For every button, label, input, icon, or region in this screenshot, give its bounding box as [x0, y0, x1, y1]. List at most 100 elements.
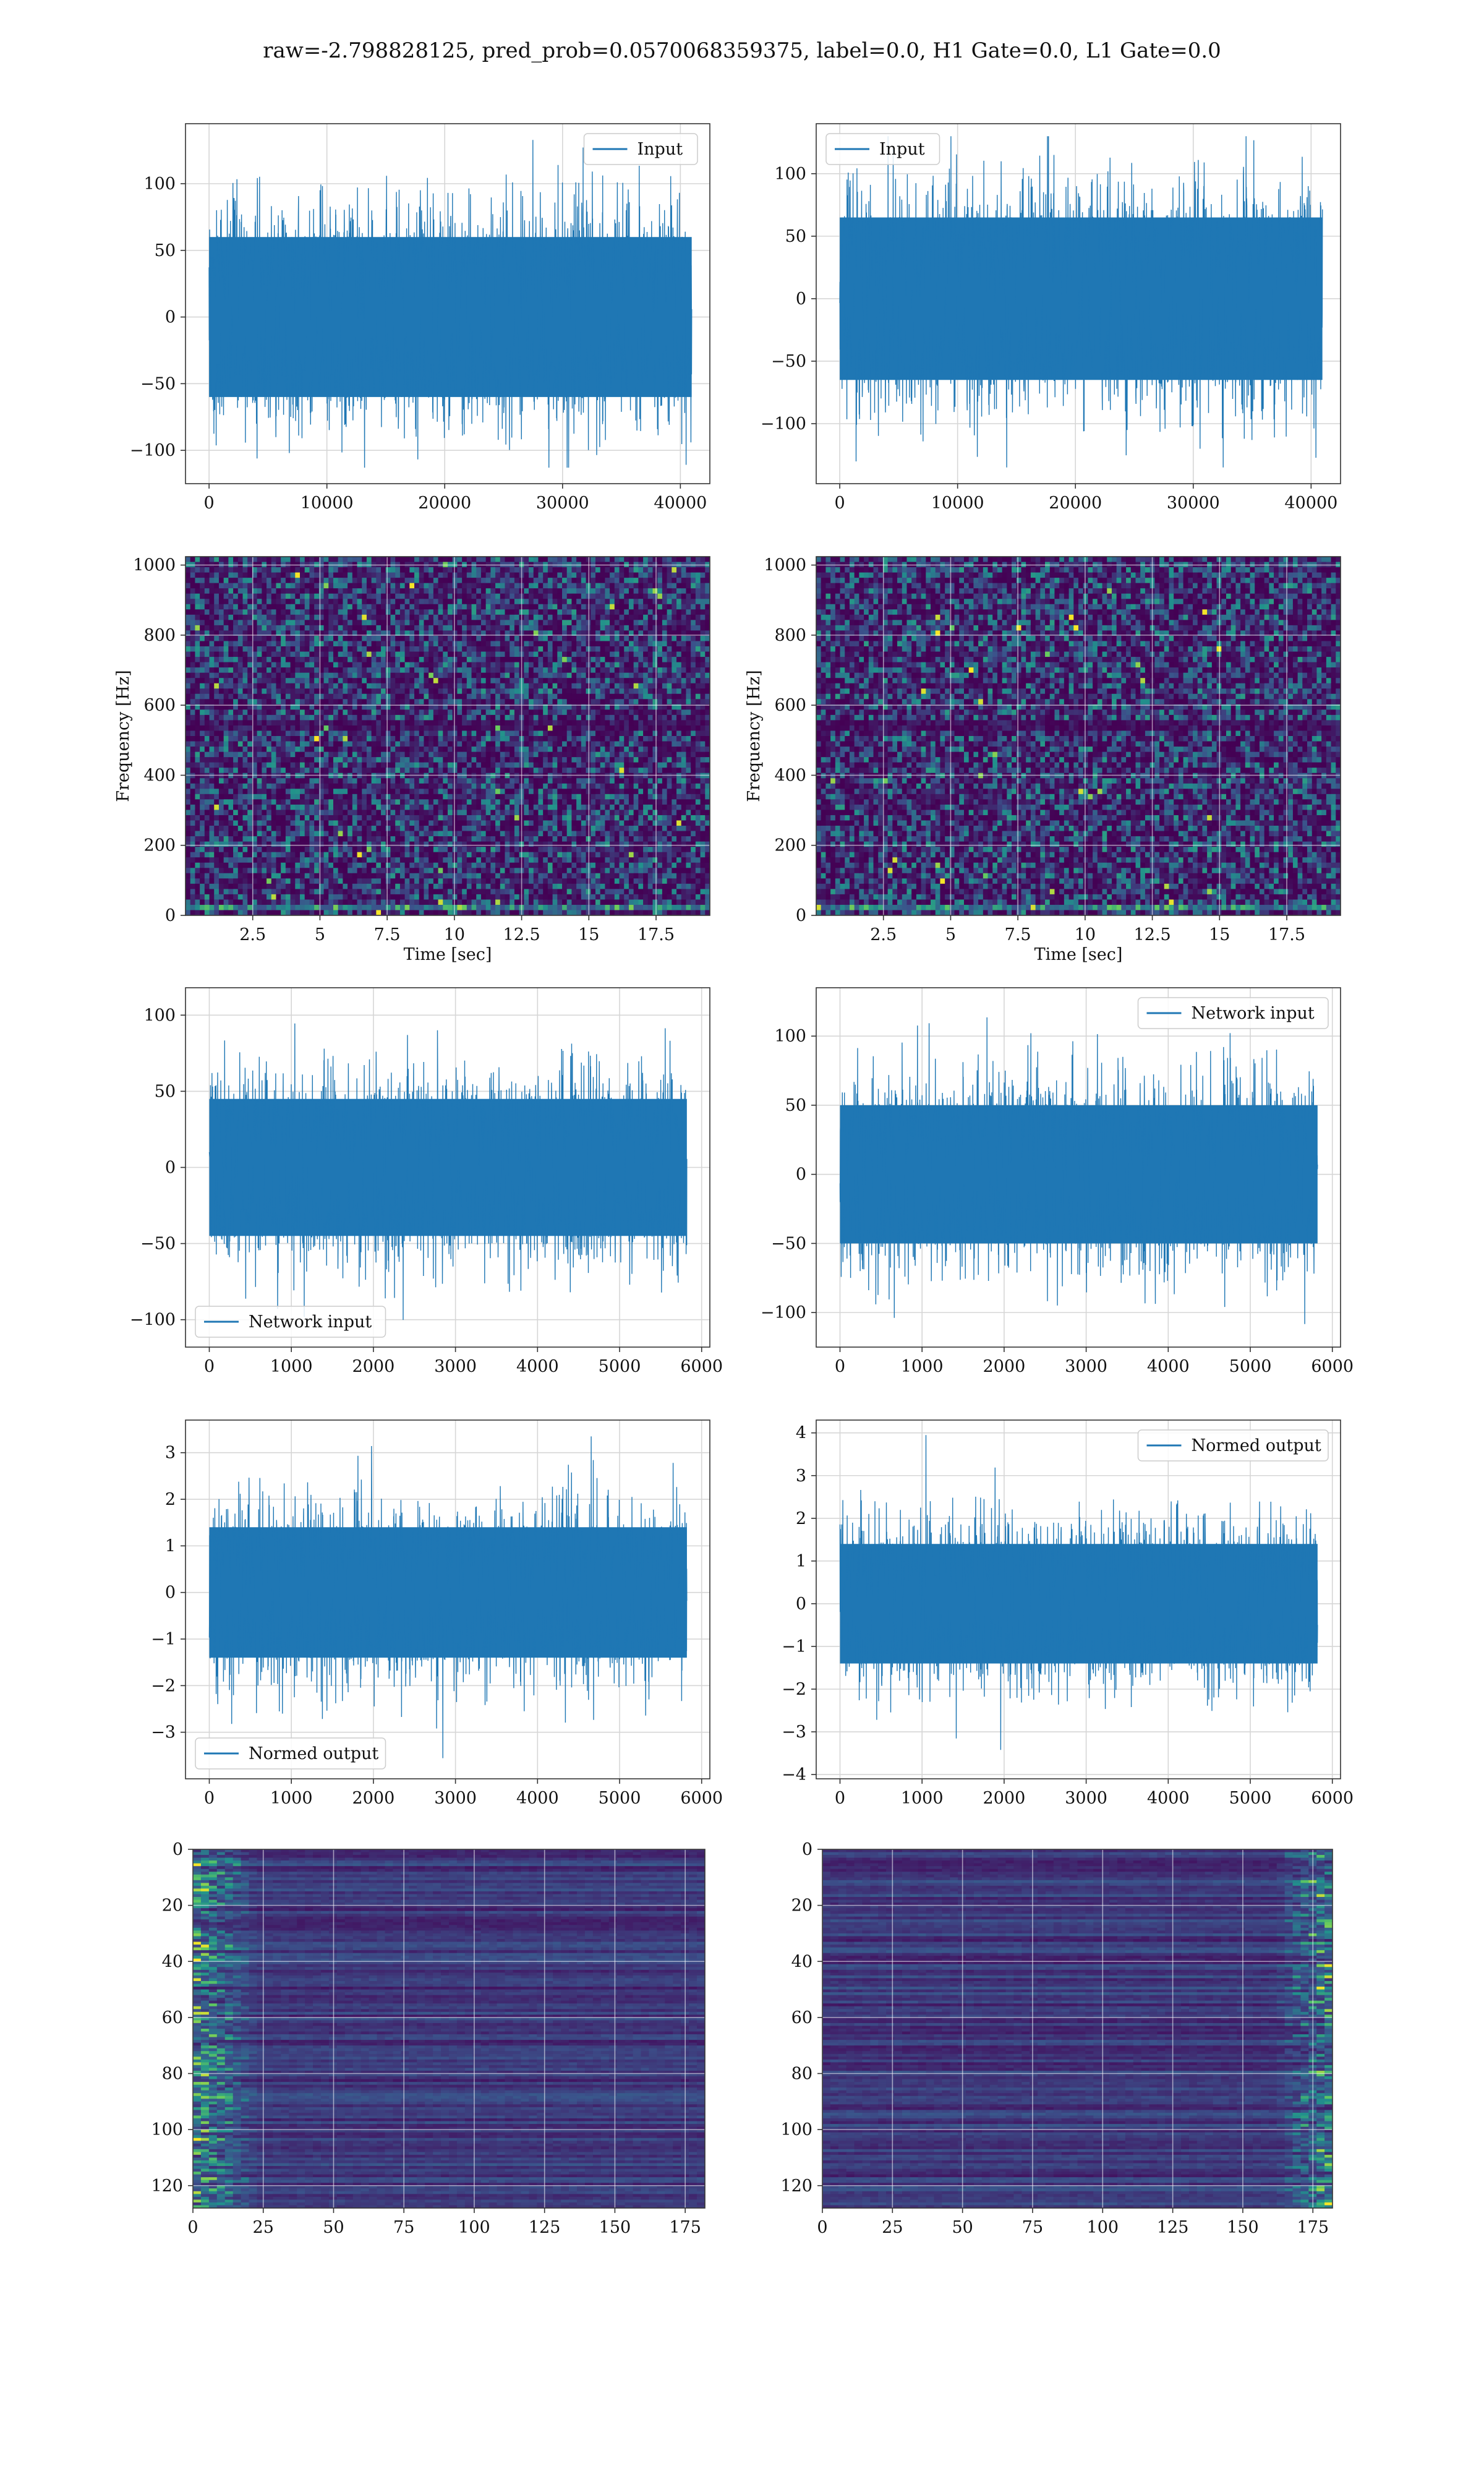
legend-box	[195, 1737, 386, 1770]
y-tick-label: 120	[151, 2177, 183, 2196]
subplot-h1-input: 0 10000 20000 30000 40000 −100 −50 0 50 100 Input	[130, 123, 710, 513]
x-tick-label: 0	[204, 494, 215, 513]
legend-label: Network input	[249, 1312, 372, 1332]
plot-area	[816, 557, 1341, 915]
x-tick-label: 150	[599, 2218, 631, 2237]
legend-box	[195, 1306, 386, 1338]
subplot-l1-network-input: 0 1000 2000 3000 4000 5000 6000 −100 −50 0 50 100 Ne…	[761, 987, 1354, 1376]
y-tick-label: 0	[796, 906, 806, 925]
x-tick-label: 10	[1075, 925, 1096, 944]
x-tick-label: 3000	[1065, 1789, 1107, 1808]
y-tick-label: 4	[796, 1424, 806, 1443]
y-tick-label: −50	[140, 374, 176, 393]
legend: Network input	[1137, 997, 1329, 1029]
y-tick-label: 0	[165, 308, 176, 327]
y-tick-label: 100	[143, 1006, 176, 1025]
y-tick-label: 80	[791, 2065, 812, 2084]
plot-area	[816, 124, 1341, 484]
y-tick-label: 800	[143, 626, 176, 645]
x-tick-label: 4000	[516, 1789, 559, 1808]
x-tick-label: 2.5	[239, 925, 266, 944]
x-tick-label: 10	[444, 925, 465, 944]
y-tick-label: 400	[774, 766, 806, 785]
x-tick-label: 30000	[1167, 494, 1220, 513]
y-tick-label: 3	[165, 1444, 176, 1463]
y-tick-label: 600	[143, 696, 176, 715]
y-tick-label: −50	[771, 352, 806, 371]
y-tick-label: 800	[774, 626, 806, 645]
subplot-h1-feature-map: 0 25 50 75 100 125 150 175 0 20 40 60 80 100 120	[151, 1840, 706, 2237]
y-tick-label: 50	[785, 227, 806, 246]
subplot-l1-spectrogram: 2.5 5 7.5 10 12.5 15 17.5 0 200 400 600 800 1000 Time…	[744, 556, 1341, 964]
y-tick-label: 40	[162, 1952, 183, 1971]
x-tick-label: 2000	[352, 1357, 395, 1376]
legend-box	[1137, 997, 1329, 1029]
y-tick-label: 1	[165, 1536, 176, 1556]
y-tick-label: −100	[130, 1311, 176, 1330]
plot-area	[816, 1420, 1341, 1779]
series-h1-input-trace	[208, 140, 693, 468]
x-tick-label: 5000	[1229, 1789, 1272, 1808]
x-tick-label: 15	[1209, 925, 1230, 944]
x-tick-label: 2000	[983, 1357, 1026, 1376]
y-tick-label: 20	[791, 1896, 812, 1915]
y-tick-label: 50	[155, 1082, 176, 1101]
legend: Network input	[195, 1306, 386, 1338]
subplot-h1-network-input: 0 1000 2000 3000 4000 5000 6000 −100 −50 0 50 100 Ne…	[130, 987, 723, 1376]
x-tick-label: 4000	[516, 1357, 559, 1376]
y-tick-label: −50	[771, 1234, 806, 1253]
y-tick-label: 20	[162, 1896, 183, 1915]
x-tick-label: 2.5	[870, 925, 897, 944]
x-tick-label: 75	[1022, 2218, 1043, 2237]
x-tick-label: 40000	[654, 494, 707, 513]
axes-frame	[185, 556, 710, 916]
subplot-l1-normed-output: 0 1000 2000 3000 4000 5000 6000 −4 −3 −2 −1 0 1 2 3 4 No…	[782, 1419, 1354, 1808]
x-tick-label: 10000	[931, 494, 984, 513]
y-tick-label: −100	[761, 414, 806, 434]
x-tick-label: 0	[835, 1789, 845, 1808]
y-tick-label: 0	[173, 1840, 183, 1859]
y-tick-label: 2	[165, 1490, 176, 1509]
subplot-l1-feature-map: 0 25 50 75 100 125 150 175 0 20 40 60 80 100 120	[780, 1840, 1333, 2237]
legend-label: Normed output	[249, 1744, 378, 1763]
plot-area	[816, 988, 1341, 1347]
plot-area	[822, 1849, 1333, 2208]
x-tick-label: 17.5	[638, 925, 675, 944]
y-tick-label: 1000	[133, 556, 176, 575]
x-tick-label: 0	[187, 2218, 198, 2237]
x-tick-label: 7.5	[374, 925, 401, 944]
y-tick-label: 0	[802, 1840, 812, 1859]
y-tick-label: 80	[162, 2065, 183, 2084]
y-tick-label: 600	[774, 696, 806, 715]
x-tick-label: 30000	[536, 494, 589, 513]
y-tick-label: −4	[782, 1765, 806, 1784]
plot-area	[186, 988, 710, 1347]
y-tick-label: 200	[143, 836, 176, 855]
legend: Normed output	[195, 1737, 386, 1770]
x-tick-label: 1000	[270, 1357, 313, 1376]
series-l1-network-input-trace	[839, 1017, 1318, 1324]
axes-frame	[185, 1419, 710, 1779]
figure-title: raw=-2.798828125, pred_prob=0.0570068359…	[0, 38, 1484, 63]
y-tick-label: 1	[796, 1552, 806, 1571]
x-tick-label: 5	[945, 925, 956, 944]
x-tick-label: 10000	[301, 494, 354, 513]
x-tick-label: 100	[458, 2218, 490, 2237]
x-tick-label: 17.5	[1268, 925, 1305, 944]
x-tick-label: 0	[835, 1357, 845, 1376]
x-tick-label: 15	[578, 925, 599, 944]
x-tick-label: 1000	[901, 1789, 944, 1808]
y-tick-label: 120	[780, 2177, 812, 2196]
y-tick-label: 0	[165, 1583, 176, 1603]
legend-box	[825, 133, 940, 165]
axes-frame	[185, 123, 710, 484]
y-tick-label: 40	[791, 1952, 812, 1971]
x-axis-label: Time [sec]	[1034, 945, 1123, 964]
heatmap-cells	[816, 557, 1341, 915]
x-tick-label: 0	[204, 1789, 215, 1808]
y-tick-label: −1	[782, 1637, 806, 1656]
y-tick-label: −50	[140, 1235, 176, 1254]
x-tick-label: 150	[1227, 2218, 1259, 2237]
axes-frame	[816, 1419, 1341, 1779]
